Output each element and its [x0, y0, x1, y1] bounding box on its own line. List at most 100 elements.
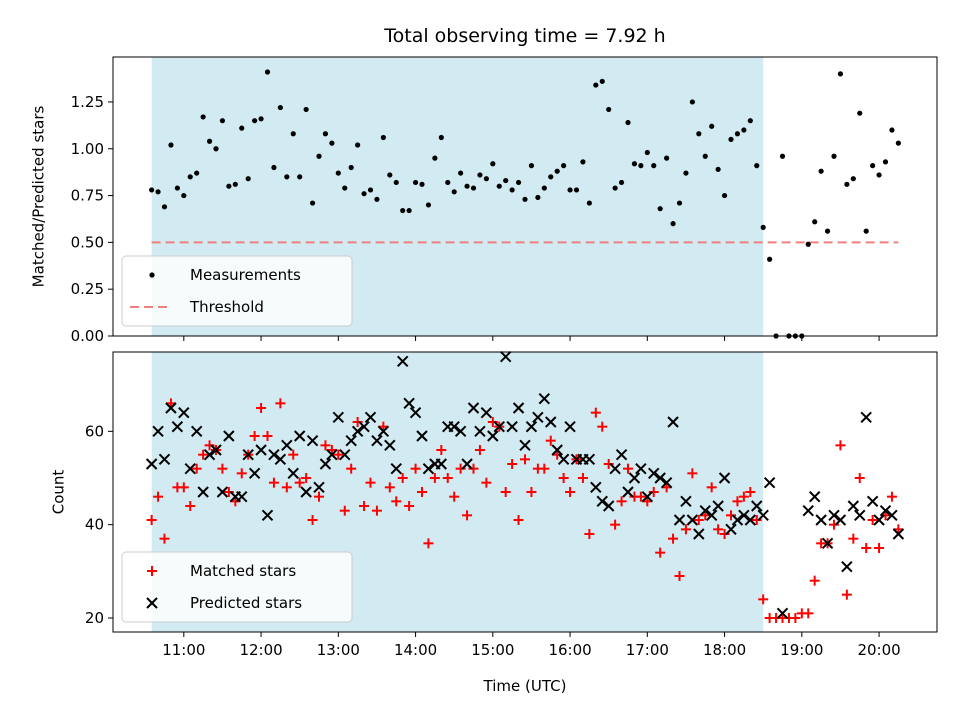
x-stroke-b: [744, 514, 757, 526]
matched-star-point: [455, 463, 466, 474]
y-tick-label: 1.25: [71, 93, 104, 111]
predicted-star-point: [841, 560, 853, 573]
predicted-star-point: [545, 416, 557, 428]
x-stroke-b: [448, 420, 460, 433]
measurement-point: [696, 131, 702, 137]
predicted-star-point: [448, 420, 460, 433]
x-tick-label: 16:00: [548, 641, 591, 659]
matched-star-point: [449, 491, 460, 502]
x-stroke-b: [236, 490, 248, 503]
predicted-star-point: [873, 514, 885, 526]
matched-star-point: [217, 463, 228, 474]
predicted-star-point: [892, 528, 905, 540]
x-stroke-b: [879, 504, 892, 517]
predicted-star-point: [274, 453, 287, 466]
predicted-star-point: [152, 425, 164, 438]
matched-star-point: [339, 505, 350, 516]
measurement-point: [245, 176, 251, 182]
predicted-star-point: [145, 458, 158, 470]
x-stroke-b: [635, 462, 647, 475]
matched-star-point: [281, 482, 292, 493]
x-stroke-b: [332, 411, 345, 424]
x-stroke-b: [480, 406, 493, 419]
measurement-point: [541, 185, 547, 191]
predicted-star-point: [866, 495, 879, 508]
matched-star-point: [204, 440, 215, 451]
x-stroke-b: [197, 486, 209, 498]
measurement-point: [805, 241, 811, 247]
predicted-star-point: [248, 467, 261, 480]
x-tick-label: 14:00: [394, 641, 437, 659]
x-stroke-b: [364, 411, 377, 424]
count-y-ticks: 20 40 60: [85, 422, 113, 627]
matched-star-point: [829, 519, 839, 530]
x-stroke-b: [184, 462, 196, 475]
predicted-star-point: [699, 504, 711, 517]
predicted-star-point: [757, 509, 769, 522]
matched-star-point: [745, 487, 756, 497]
x-stroke-b: [487, 430, 499, 442]
matched-star-point: [526, 487, 537, 497]
matched-star-point: [275, 398, 286, 409]
measurement-point: [818, 168, 824, 174]
predicted-star-point: [216, 486, 229, 498]
matched-star-point: [835, 440, 846, 451]
ratio-panel: 0.00 0.25 0.50 0.75 1.00 1.25 Matched/Predict…: [29, 56, 938, 345]
x-stroke-b: [409, 406, 422, 419]
predicted-star-point: [190, 425, 203, 438]
x-stroke-b: [435, 458, 448, 470]
measurement-point: [837, 71, 844, 77]
matched-star-point: [603, 459, 614, 469]
measurement-point: [194, 170, 200, 176]
legend-box: [121, 255, 353, 327]
predicted-star-point: [532, 411, 544, 424]
measurement-point: [425, 202, 432, 208]
measurement-point: [342, 185, 348, 191]
matched-star-point: [487, 417, 498, 427]
measurement-point: [355, 142, 361, 148]
matched-star-point: [758, 594, 769, 605]
matched-star-point: [590, 407, 601, 418]
predicted-star-point: [236, 490, 248, 503]
matched-star-point: [301, 473, 312, 483]
matched-star-point: [417, 487, 427, 497]
predicted-star-point: [197, 486, 209, 498]
measurement-point: [709, 123, 715, 129]
x-stroke-b: [841, 560, 853, 573]
x-stroke-b: [499, 350, 512, 363]
measurement-point: [657, 206, 663, 212]
ratio-y-ticks: 0.00 0.25 0.50 0.75 1.00 1.25: [71, 93, 113, 345]
predicted-star-point: [351, 425, 364, 438]
matched-star-point: [790, 613, 801, 623]
x-stroke-b: [892, 528, 905, 540]
measurement-point: [149, 187, 155, 193]
predicted-star-point: [854, 509, 866, 522]
measurement-point: [554, 168, 560, 174]
x-stroke-b: [602, 500, 615, 512]
matched-star-point: [153, 491, 164, 502]
measurement-point: [606, 106, 612, 113]
predicted-star-point: [255, 444, 267, 456]
matched-star-point: [867, 515, 878, 525]
measurement-point: [290, 131, 296, 137]
matched-star-point: [404, 501, 415, 511]
measurement-point: [895, 140, 901, 146]
x-stroke-b: [596, 495, 608, 508]
predicted-star-point: [718, 472, 731, 484]
x-stroke-b: [866, 495, 879, 508]
measurement-point: [348, 164, 354, 171]
measurement-point: [644, 149, 650, 156]
measurement-point: [754, 163, 760, 169]
x-stroke-b: [461, 458, 473, 470]
measurement-point: [503, 177, 509, 184]
measurement-point: [445, 179, 451, 186]
measurement-point: [683, 170, 689, 176]
predicted-star-point: [364, 411, 377, 424]
predicted-star-point: [847, 500, 860, 512]
predicted-star-point: [261, 509, 274, 522]
matched-star-point: [320, 440, 331, 451]
measurement-point: [400, 207, 406, 214]
legend-x-b: [146, 597, 158, 609]
matched-star-point: [848, 533, 859, 544]
predicted-star-point: [377, 425, 390, 438]
